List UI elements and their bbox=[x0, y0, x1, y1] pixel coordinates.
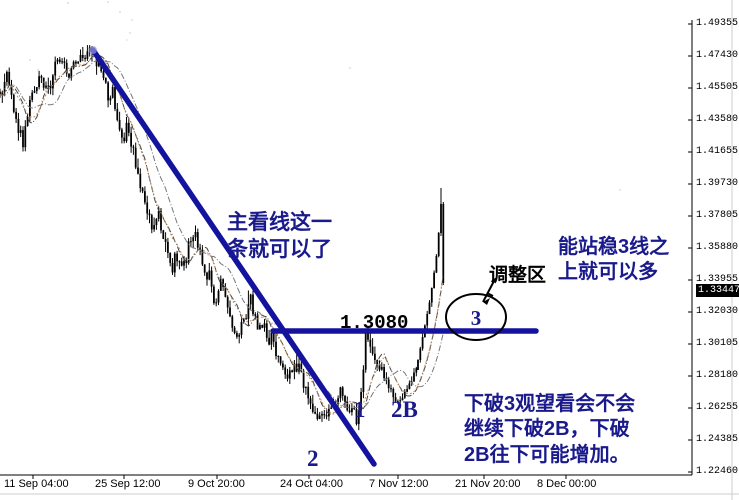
svg-text:3: 3 bbox=[471, 306, 482, 330]
